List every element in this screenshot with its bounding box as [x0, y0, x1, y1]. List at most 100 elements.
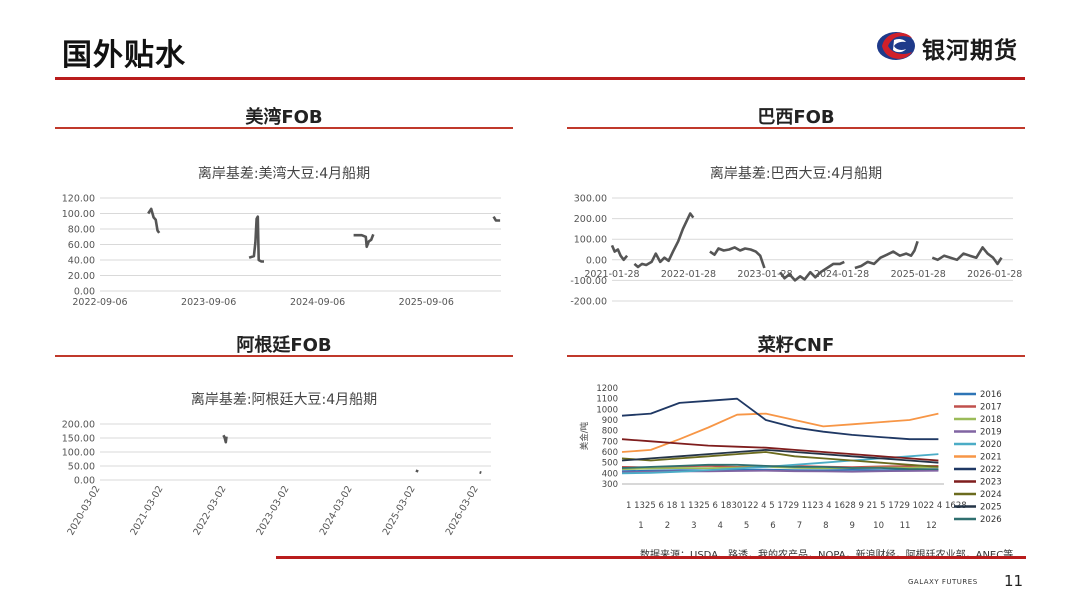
chart-brazil-fob: -200.00 -100.00 0.00 100.00 200.00 300.00 2021…	[570, 194, 1022, 308]
legend-label: 2023	[980, 478, 1002, 488]
series-line	[709, 246, 766, 269]
legend-label: 2018	[980, 415, 1002, 425]
x-tick-label: 2022-09-06	[72, 297, 127, 308]
logo-icon	[877, 32, 915, 60]
y-tick-label: 80.00	[68, 225, 95, 236]
chart-title-brazil: 离岸基差:巴西大豆:4月船期	[709, 166, 883, 182]
y-tick-label: 200.00	[62, 420, 95, 431]
y-tick-label: 1100	[596, 395, 618, 405]
section-title-rapeseed: 菜籽CNF	[757, 335, 835, 356]
section-divider	[55, 355, 513, 357]
series-line-2022	[621, 397, 939, 441]
y-tick-label: 100.00	[62, 448, 95, 459]
y-tick-label: 150.00	[62, 434, 95, 445]
y-tick-label: 120.00	[62, 194, 95, 205]
x-tick-label: 2021-01-28	[584, 269, 639, 280]
footer-divider	[276, 556, 1026, 559]
data-source-note: 数据来源：USDA、路透，我的农产品，NOPA，新浪财经，阿根廷农业部，ANEC…	[640, 546, 1013, 561]
x-tick-label: 2026-01-28	[967, 269, 1022, 280]
y-tick-label: 100.00	[62, 209, 95, 220]
chart-us-gulf-fob: 0.00 20.00 40.00 60.00 80.00 100.00 120.00 2022…	[62, 194, 501, 308]
x-tick-label: 2024-09-06	[290, 297, 345, 308]
x-tick-label: 2024-01-28	[814, 269, 869, 280]
page-number: 11	[1004, 572, 1024, 590]
x-tick-label: 2023-03-02	[254, 484, 291, 537]
series-line	[222, 434, 228, 444]
series-line	[415, 469, 419, 473]
series-line-2024	[621, 451, 939, 468]
section-divider	[567, 355, 1025, 357]
legend-label: 2021	[980, 453, 1002, 463]
legend-label: 2016	[980, 390, 1002, 400]
legend-label: 2020	[980, 440, 1002, 450]
series-line	[633, 212, 695, 269]
y-tick-label: 0.00	[586, 255, 607, 266]
x-tick-label: 12	[926, 521, 937, 531]
legend-label: 2019	[980, 428, 1002, 438]
x-tick-label: 4	[717, 521, 722, 531]
chart-title-us-gulf: 离岸基差:美湾大豆:4月船期	[197, 166, 371, 182]
y-tick-label: 50.00	[68, 462, 95, 473]
series-line-2023	[621, 438, 939, 462]
x-tick-label: 2025-01-28	[891, 269, 946, 280]
y-tick-label: 500	[602, 459, 618, 469]
legend-label: 2025	[980, 503, 1002, 513]
y-tick-label: 1000	[596, 405, 618, 415]
x-tick-label: 8	[823, 521, 828, 531]
series-line	[610, 244, 629, 262]
y-tick-label: 100.00	[574, 235, 607, 246]
series-line-2021	[621, 412, 939, 453]
series-line	[147, 207, 161, 234]
x-tick-label: 2025-09-06	[399, 297, 454, 308]
y-tick-label: -100.00	[570, 276, 607, 287]
x-tick-label: 2023-01-28	[737, 269, 792, 280]
y-tick-label: 0.00	[74, 476, 95, 487]
y-tick-label: 900	[602, 416, 618, 426]
legend-label: 2026	[980, 515, 1002, 525]
x-tick-label: 2021-03-02	[128, 484, 165, 537]
series-line-2025	[621, 449, 939, 464]
y-tick-label: 600	[602, 448, 618, 458]
x-tick-label: 2020-03-02	[65, 484, 102, 537]
x-tick-label: 5	[744, 521, 749, 531]
legend-label: 2017	[980, 403, 1002, 413]
x-tick-label: 6	[770, 521, 775, 531]
x-tick-label: 7	[797, 521, 802, 531]
y-tick-label: 1200	[596, 384, 618, 394]
y-axis-label: 美金/吨	[579, 421, 590, 450]
page-title: 国外贴水	[62, 38, 186, 73]
x-tick-label: 2026-03-02	[444, 484, 481, 537]
y-tick-label: 40.00	[68, 256, 95, 267]
footer-brand: GALAXY FUTURES	[908, 578, 978, 586]
series-line	[779, 260, 845, 282]
x-tick-label: 2024-03-02	[318, 484, 355, 537]
section-title-argentina: 阿根廷FOB	[236, 335, 332, 356]
series-line	[353, 233, 375, 249]
x-tick-label: 2022-01-28	[661, 269, 716, 280]
series-line	[931, 246, 1003, 266]
y-tick-label: 400	[602, 469, 618, 479]
legend-label: 2022	[980, 465, 1002, 475]
chart-title-argentina: 离岸基差:阿根廷大豆:4月船期	[190, 392, 378, 408]
x-tick-label: 1	[638, 521, 643, 531]
section-title-brazil: 巴西FOB	[757, 107, 835, 128]
logo	[877, 32, 915, 60]
series-line	[248, 215, 264, 263]
section-divider	[567, 127, 1025, 129]
section-title-us-gulf: 美湾FOB	[245, 107, 323, 128]
x-tick-label: 2	[665, 521, 670, 531]
header-divider	[55, 77, 1025, 80]
y-tick-label: 800	[602, 427, 618, 437]
series-line-2026	[621, 463, 939, 470]
y-tick-label: 700	[602, 437, 618, 447]
series-line	[854, 240, 919, 270]
legend-label: 2024	[980, 490, 1002, 500]
y-tick-label: 60.00	[68, 240, 95, 251]
x-tick-label: 11	[900, 521, 911, 531]
brand-name: 银河期货	[922, 38, 1018, 64]
y-tick-label: -200.00	[570, 297, 607, 308]
y-tick-label: 300	[602, 480, 618, 490]
x-tick-label: 2023-09-06	[181, 297, 236, 308]
y-tick-label: 0.00	[74, 287, 95, 298]
